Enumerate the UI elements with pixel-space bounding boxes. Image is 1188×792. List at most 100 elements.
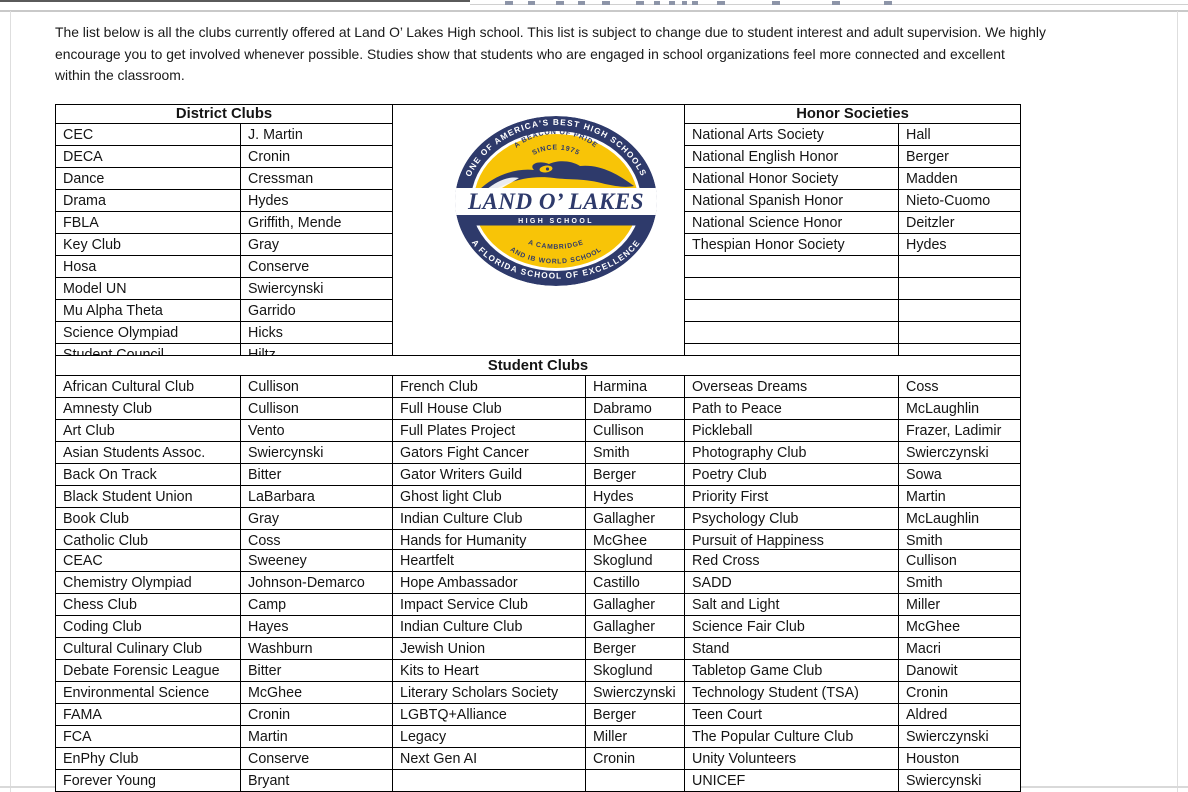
advisor-cell: Conserve xyxy=(240,747,393,770)
advisor-cell: Berger xyxy=(585,463,685,486)
school-logo-cell: A BEACON OF PRIDE SINCE 1975 xyxy=(392,104,686,366)
club-name-cell: Priority First xyxy=(684,485,899,508)
advisor-cell: McLaughlin xyxy=(897,397,1022,420)
club-name-cell: Tabletop Game Club xyxy=(684,659,899,682)
advisor-cell: Cullison xyxy=(585,419,685,442)
advisor-cell: Gallagher xyxy=(585,593,685,616)
advisor-cell: Miller xyxy=(898,593,1021,616)
advisor-cell: Johnson-Demarco xyxy=(240,571,393,594)
advisor-cell: Coss xyxy=(240,529,393,552)
club-name-cell: Chemistry Olympiad xyxy=(55,571,241,594)
advisor-cell: Harmina xyxy=(585,375,685,398)
club-name-cell: National Science Honor xyxy=(684,211,900,234)
advisor-cell: Swiercynski xyxy=(898,769,1021,792)
table-header-row: Student Clubs xyxy=(54,355,1022,376)
advisor-cell: Gray xyxy=(239,233,394,256)
advisor-cell xyxy=(898,321,1022,344)
advisor-cell: Hydes xyxy=(898,233,1022,256)
table-row: CEAC Sweeney Heartfelt Skoglund Red Cross Cul… xyxy=(55,549,1021,572)
club-name-cell: Unity Volunteers xyxy=(684,747,899,770)
club-name-cell: Teen Court xyxy=(684,703,899,726)
table-row: Catholic Club Coss Hands for Humanity McGhe… xyxy=(55,529,1022,552)
logo-subname-text: HIGH SCHOOL xyxy=(518,218,594,225)
advisor-cell: Cullison xyxy=(898,549,1021,572)
advisor-cell: Nieto-Cuomo xyxy=(898,189,1022,212)
club-name-cell: Black Student Union xyxy=(55,485,241,508)
table-row: FCA Martin Legacy Miller The Popular Culture… xyxy=(55,725,1021,748)
logo-subname-band xyxy=(468,215,645,226)
table-row: Key Club Gray Thespian Honor Society Hydes xyxy=(55,233,1022,256)
club-name-cell: SADD xyxy=(684,571,899,594)
advisor-cell: Houston xyxy=(898,747,1021,770)
student-clubs-table-upper: Student Clubs African Cultural Club Culli… xyxy=(54,355,1022,552)
table-row: Cultural Culinary Club Washburn Jewish Uni… xyxy=(55,637,1021,660)
advisor-cell: Washburn xyxy=(240,637,393,660)
district-and-honor-table: District Clubs xyxy=(54,104,1022,366)
club-name-cell: Debate Forensic League xyxy=(55,659,241,682)
advisor-cell: Berger xyxy=(898,145,1022,168)
club-name-cell: LGBTQ+Alliance xyxy=(392,703,586,726)
club-name-cell: National English Honor xyxy=(684,145,900,168)
advisor-cell: Miller xyxy=(585,725,685,748)
page-edge-top-light xyxy=(470,4,1188,5)
table-row: Back On Track Bitter Gator Writers Guild Be… xyxy=(55,463,1022,486)
club-name-cell: Psychology Club xyxy=(684,507,899,530)
advisor-cell: LaBarbara xyxy=(240,485,393,508)
logo-cambridge-text: A CAMBRIDGE xyxy=(527,239,585,251)
advisor-cell: Bryant xyxy=(240,769,393,792)
club-name-cell: Book Club xyxy=(55,507,241,530)
club-name-cell: FAMA xyxy=(55,703,241,726)
advisor-cell xyxy=(898,255,1022,278)
table-row: Art Club Vento Full Plates Project Cullison… xyxy=(55,419,1022,442)
advisor-cell: Hicks xyxy=(239,321,394,344)
advisor-cell: Cronin xyxy=(239,145,394,168)
club-name-cell: National Honor Society xyxy=(684,167,900,190)
club-name-cell: Ghost light Club xyxy=(392,485,586,508)
advisor-cell: Cullison xyxy=(240,397,393,420)
club-name-cell: DECA xyxy=(55,145,241,168)
table-row: Environmental Science McGhee Literary Scho… xyxy=(55,681,1021,704)
table-row: DECA Cronin National English Honor Berger xyxy=(55,145,1022,168)
advisor-cell: Hayes xyxy=(240,615,393,638)
advisor-cell: Cronin xyxy=(898,681,1021,704)
club-name-cell: Legacy xyxy=(392,725,586,748)
club-name-cell: Asian Students Assoc. xyxy=(55,441,241,464)
club-name-cell: Gator Writers Guild xyxy=(392,463,586,486)
advisor-cell: Vento xyxy=(240,419,393,442)
club-name-cell: French Club xyxy=(392,375,586,398)
club-name-cell: Pickleball xyxy=(684,419,899,442)
advisor-cell: Smith xyxy=(585,441,685,464)
advisor-cell: Skoglund xyxy=(585,549,685,572)
intro-line-1: The list below is all the clubs currentl… xyxy=(55,24,1046,40)
club-name-cell: Photography Club xyxy=(684,441,899,464)
club-name-cell: Pursuit of Happiness xyxy=(684,529,899,552)
table-row: Hosa Conserve xyxy=(55,255,1022,278)
advisor-cell: Hydes xyxy=(239,189,394,212)
club-name-cell: Literary Scholars Society xyxy=(392,681,586,704)
intro-line-3: within the classroom. xyxy=(55,67,185,84)
club-name-cell: Science Fair Club xyxy=(684,615,899,638)
advisor-cell: Cressman xyxy=(239,167,394,190)
advisor-cell: McGhee xyxy=(240,681,393,704)
club-name-cell: CEC xyxy=(55,123,241,146)
advisor-cell: Coss xyxy=(897,375,1022,398)
table-row: Coding Club Hayes Indian Culture Club Galla… xyxy=(55,615,1021,638)
logo-name-band xyxy=(455,188,658,215)
club-name-cell: Path to Peace xyxy=(684,397,899,420)
advisor-cell: Swierczynski xyxy=(585,681,685,704)
student-clubs-table-lower: CEAC Sweeney Heartfelt Skoglund Red Cross Cul… xyxy=(55,549,1021,792)
club-name-cell: FCA xyxy=(55,725,241,748)
club-name-cell xyxy=(392,769,586,792)
honor-societies-header: Honor Societies xyxy=(684,104,1022,124)
advisor-cell: Smith xyxy=(898,571,1021,594)
advisor-cell: Griffith, Mende xyxy=(239,211,394,234)
advisor-cell: Dabramo xyxy=(585,397,685,420)
club-name-cell: Red Cross xyxy=(684,549,899,572)
page-edge-right xyxy=(1177,11,1178,792)
club-name-cell: Science Olympiad xyxy=(55,321,241,344)
advisor-cell: Macri xyxy=(898,637,1021,660)
club-name-cell: National Spanish Honor xyxy=(684,189,900,212)
club-name-cell: Key Club xyxy=(55,233,241,256)
advisor-cell: Swiercynski xyxy=(240,441,393,464)
